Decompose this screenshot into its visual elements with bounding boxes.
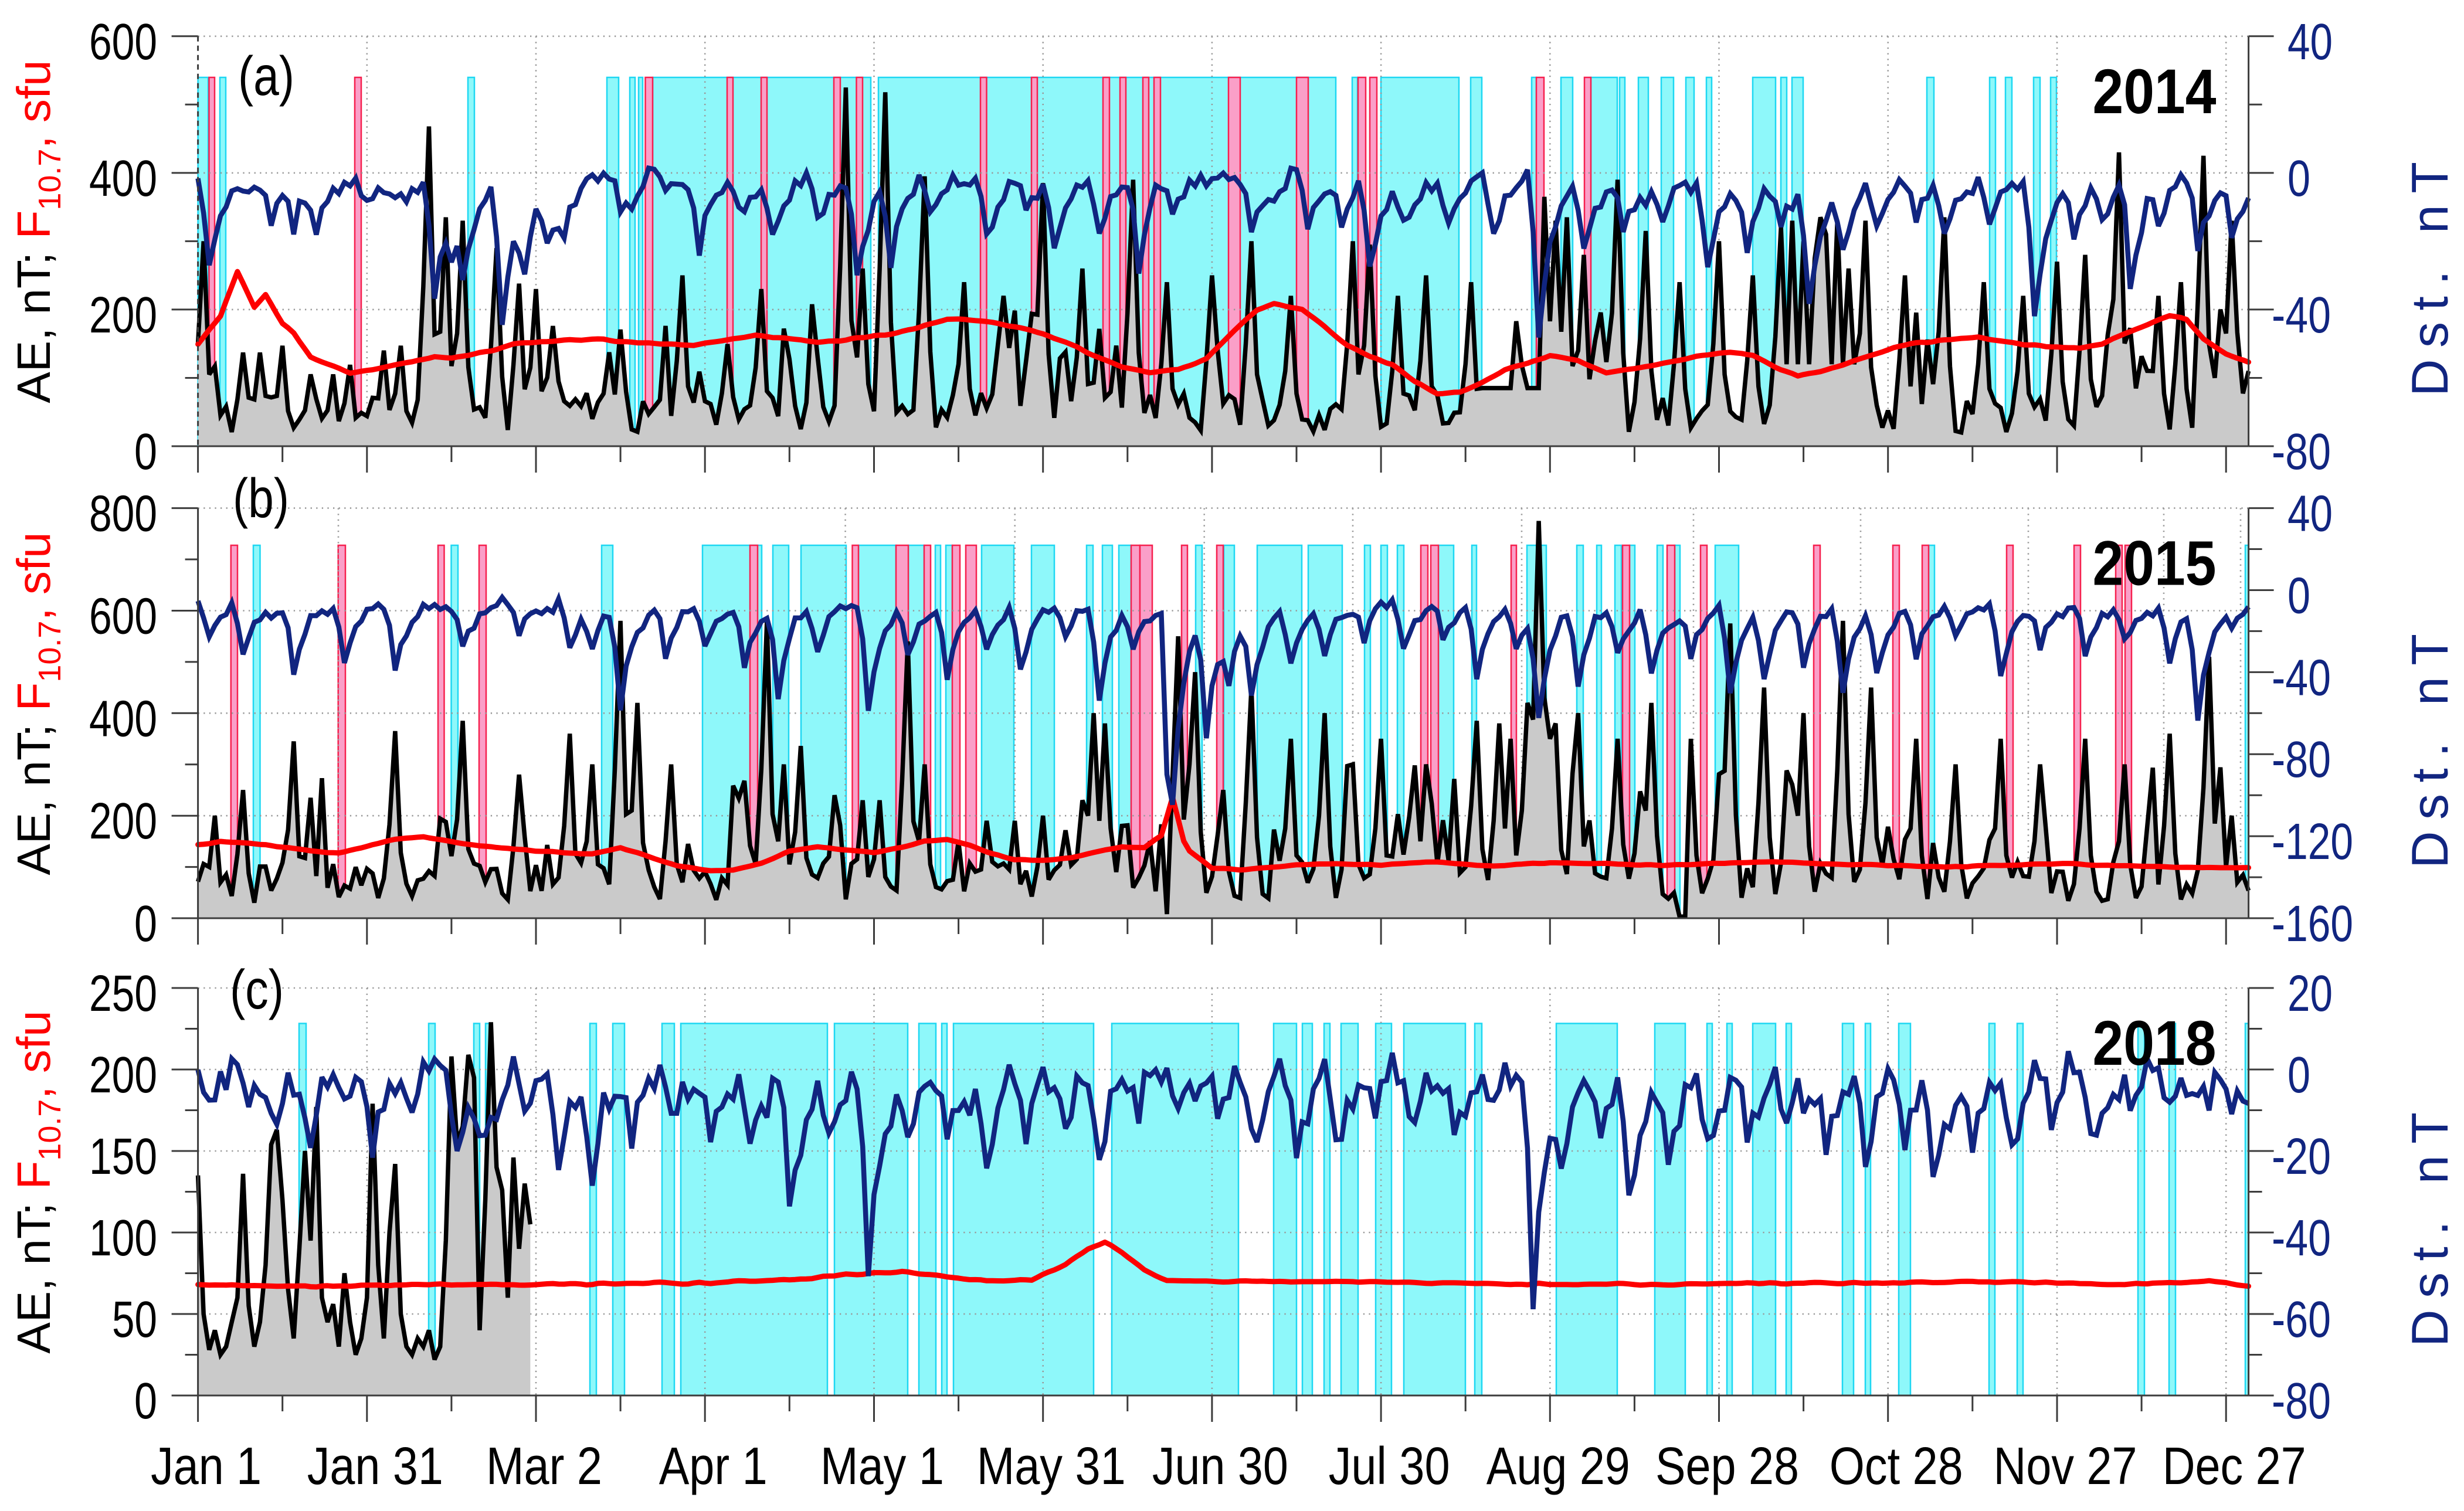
svg-text:40: 40 (2287, 13, 2333, 70)
svg-text:AE, nT; F10.7, sfu: AE, nT; F10.7, sfu (8, 1010, 67, 1353)
svg-text:(c): (c) (230, 959, 284, 1021)
svg-text:Aug 29: Aug 29 (1486, 1437, 1630, 1496)
svg-text:0: 0 (2287, 150, 2310, 207)
svg-text:200: 200 (89, 793, 157, 850)
svg-text:-40: -40 (2272, 287, 2331, 344)
svg-text:(b): (b) (233, 467, 289, 529)
svg-text:-160: -160 (2272, 895, 2353, 952)
svg-text:-40: -40 (2272, 1210, 2331, 1266)
svg-text:Jun 30: Jun 30 (1152, 1437, 1288, 1496)
svg-text:2014: 2014 (2093, 56, 2217, 127)
svg-text:AE, nT; F10.7, sfu: AE, nT; F10.7, sfu (8, 532, 67, 875)
svg-text:0: 0 (2287, 1047, 2310, 1103)
svg-text:50: 50 (112, 1291, 157, 1348)
svg-text:-60: -60 (2272, 1291, 2331, 1348)
svg-text:600: 600 (89, 13, 157, 70)
svg-text:Mar 2: Mar 2 (486, 1437, 602, 1496)
svg-text:20: 20 (2287, 965, 2333, 1022)
svg-text:Jan 31: Jan 31 (307, 1437, 443, 1496)
svg-text:-20: -20 (2272, 1128, 2331, 1185)
svg-text:Nov 27: Nov 27 (1994, 1437, 2137, 1496)
svg-text:400: 400 (89, 690, 157, 747)
svg-text:800: 800 (89, 485, 157, 542)
svg-text:May 1: May 1 (820, 1437, 944, 1496)
svg-text:2015: 2015 (2093, 528, 2217, 599)
svg-text:0: 0 (134, 423, 157, 480)
svg-text:0: 0 (134, 1373, 157, 1429)
svg-text:AE, nT; F10.7, sfu: AE, nT; F10.7, sfu (8, 60, 67, 403)
svg-text:0: 0 (134, 895, 157, 952)
svg-text:200: 200 (89, 1047, 157, 1103)
svg-text:200: 200 (89, 287, 157, 344)
svg-text:-120: -120 (2272, 813, 2353, 870)
svg-text:Jul 30: Jul 30 (1329, 1437, 1450, 1496)
svg-text:-80: -80 (2272, 1373, 2331, 1429)
svg-text:600: 600 (89, 588, 157, 645)
svg-text:Oct 28: Oct 28 (1830, 1437, 1963, 1496)
svg-text:0: 0 (2287, 568, 2310, 624)
svg-text:2018: 2018 (2093, 1007, 2217, 1078)
svg-text:40: 40 (2287, 485, 2333, 542)
svg-text:-40: -40 (2272, 649, 2331, 706)
svg-text:Dec 27: Dec 27 (2163, 1437, 2306, 1496)
svg-text:Sep 28: Sep 28 (1655, 1437, 1799, 1496)
svg-text:250: 250 (89, 965, 157, 1022)
svg-text:Apr 1: Apr 1 (659, 1437, 768, 1496)
svg-text:-80: -80 (2272, 731, 2331, 788)
svg-text:400: 400 (89, 150, 157, 207)
svg-text:150: 150 (89, 1128, 157, 1185)
svg-text:May 31: May 31 (977, 1437, 1126, 1496)
svg-text:Jan 1: Jan 1 (151, 1437, 262, 1496)
svg-text:-80: -80 (2272, 423, 2331, 480)
svg-text:(a): (a) (238, 45, 294, 107)
svg-text:100: 100 (89, 1210, 157, 1266)
